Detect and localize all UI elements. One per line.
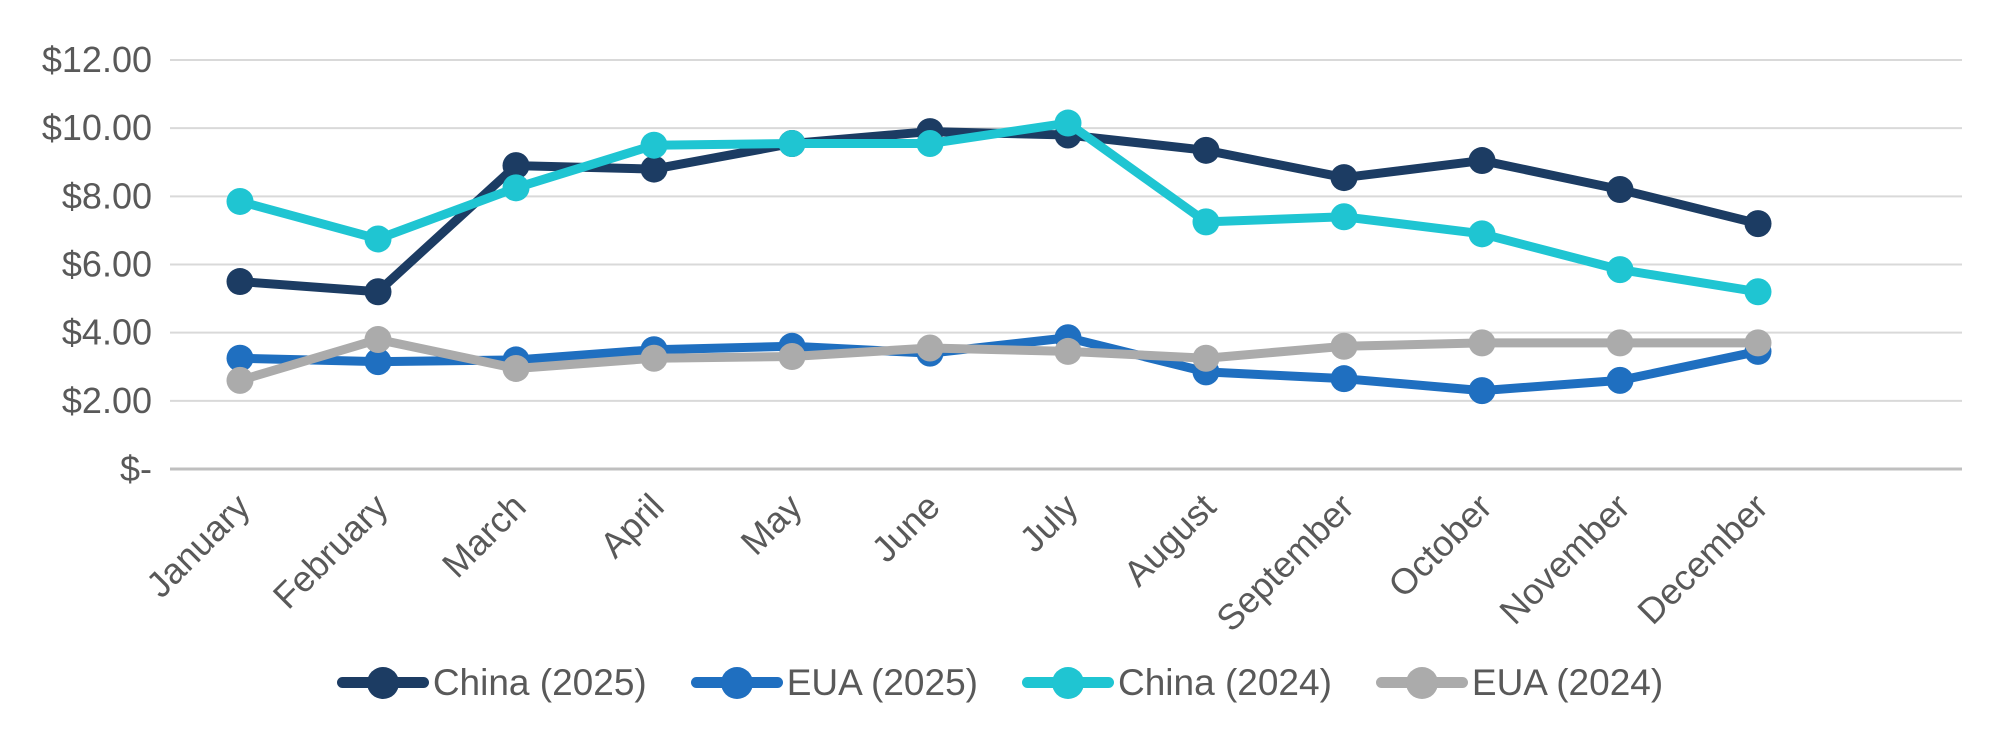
data-point-china-2024-february — [364, 225, 392, 253]
data-point-eua-2024-november — [1606, 329, 1634, 357]
data-point-eua-2025-january — [226, 344, 254, 372]
data-point-china-2024-october — [1468, 220, 1496, 248]
data-point-eua-2024-may — [778, 343, 806, 371]
data-point-eua-2024-october — [1468, 329, 1496, 357]
y-axis-tick-label: $2.00 — [62, 380, 152, 421]
data-point-eua-2024-august — [1192, 344, 1220, 372]
x-axis-tick-label: January — [138, 486, 258, 606]
data-point-china-2025-november — [1606, 176, 1634, 204]
x-axis-tick-label: August — [1115, 486, 1223, 594]
data-point-china-2024-november — [1606, 256, 1634, 284]
x-axis-tick-label: October — [1380, 486, 1500, 606]
data-point-china-2025-january — [226, 268, 254, 296]
data-point-china-2024-march — [502, 174, 530, 202]
data-point-china-2025-august — [1192, 136, 1220, 164]
legend-item-eua-2024: EUA (2024) — [1375, 662, 1664, 703]
y-axis-tick-label: $4.00 — [62, 312, 152, 353]
data-point-china-2025-september — [1330, 164, 1358, 192]
legend-item-china-2024: China (2024) — [1022, 664, 1332, 701]
y-axis-tick-label: $12.00 — [42, 39, 152, 80]
y-axis-tick-label: $10.00 — [42, 107, 152, 148]
legend-label: China (2024) — [1118, 662, 1332, 703]
legend-item-eua-2025: EUA (2025) — [690, 662, 978, 703]
data-point-china-2024-december — [1744, 278, 1772, 306]
data-point-china-2025-october — [1468, 147, 1496, 175]
chart-legend: China (2025) EUA (2025) China (2024) EUA… — [0, 664, 2000, 701]
data-point-eua-2025-february — [364, 348, 392, 376]
data-point-eua-2024-march — [502, 354, 530, 382]
data-point-china-2025-april — [640, 155, 668, 183]
x-axis-tick-label: September — [1208, 486, 1362, 640]
legend-line-dot-marker — [1022, 666, 1114, 700]
data-point-china-2024-january — [226, 187, 254, 215]
y-axis-tick-label: $8.00 — [62, 175, 152, 216]
series-line-china-2025 — [235, 127, 1763, 297]
x-axis-tick-label: March — [434, 486, 534, 586]
x-axis-tick-label: July — [1011, 486, 1085, 560]
series-line-china-2024 — [235, 118, 1763, 297]
data-point-eua-2024-july — [1054, 337, 1082, 365]
data-point-eua-2025-october — [1468, 377, 1496, 405]
data-point-china-2024-april — [640, 131, 668, 159]
data-point-eua-2024-january — [226, 366, 254, 394]
data-point-eua-2024-april — [640, 344, 668, 372]
data-point-china-2024-july — [1054, 109, 1082, 137]
data-point-eua-2024-september — [1330, 332, 1358, 360]
data-point-china-2024-may — [778, 130, 806, 158]
legend-item-china-2025: China (2025) — [336, 662, 647, 703]
data-point-china-2024-june — [916, 130, 944, 158]
data-point-eua-2025-november — [1606, 366, 1634, 394]
data-point-eua-2024-february — [364, 325, 392, 353]
data-point-china-2025-march — [502, 152, 530, 180]
x-axis-tick-label: June — [863, 486, 947, 570]
legend-line-dot-marker — [1375, 666, 1468, 700]
series-line-eua-2024 — [235, 334, 1763, 385]
legend-line-dot-marker — [336, 666, 429, 700]
y-axis-tick-label: $- — [120, 448, 152, 489]
legend-label: EUA (2024) — [1471, 662, 1664, 703]
x-axis-tick-label: November — [1491, 486, 1637, 632]
data-point-china-2024-september — [1330, 203, 1358, 231]
x-axis-tick-label: February — [265, 486, 396, 617]
data-point-eua-2024-december — [1744, 329, 1772, 357]
x-axis-tick-label: May — [733, 486, 810, 563]
legend-label: China (2025) — [432, 662, 647, 703]
y-axis-tick-label: $6.00 — [62, 244, 152, 285]
data-point-eua-2025-september — [1330, 365, 1358, 393]
legend-label: EUA (2025) — [786, 662, 978, 703]
data-point-eua-2024-june — [916, 334, 944, 362]
data-point-china-2025-february — [364, 278, 392, 306]
data-point-china-2025-december — [1744, 210, 1772, 238]
x-axis-tick-label: April — [592, 486, 672, 566]
x-axis-tick-label: December — [1629, 486, 1775, 632]
legend-line-dot-marker — [690, 666, 783, 700]
data-point-china-2024-august — [1192, 208, 1220, 236]
